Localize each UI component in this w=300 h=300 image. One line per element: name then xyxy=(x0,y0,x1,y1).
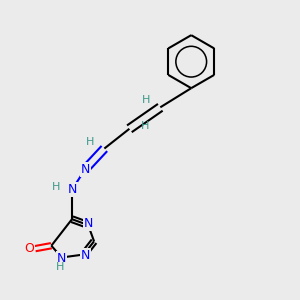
Text: N: N xyxy=(57,252,66,266)
Text: N: N xyxy=(67,183,77,196)
Text: N: N xyxy=(80,249,90,262)
Text: H: H xyxy=(86,137,94,147)
Text: H: H xyxy=(141,95,150,105)
Text: O: O xyxy=(24,242,34,255)
Text: H: H xyxy=(52,182,60,192)
Text: N: N xyxy=(84,217,93,230)
Text: N: N xyxy=(80,163,90,176)
Text: H: H xyxy=(140,122,149,131)
Text: H: H xyxy=(56,262,64,272)
